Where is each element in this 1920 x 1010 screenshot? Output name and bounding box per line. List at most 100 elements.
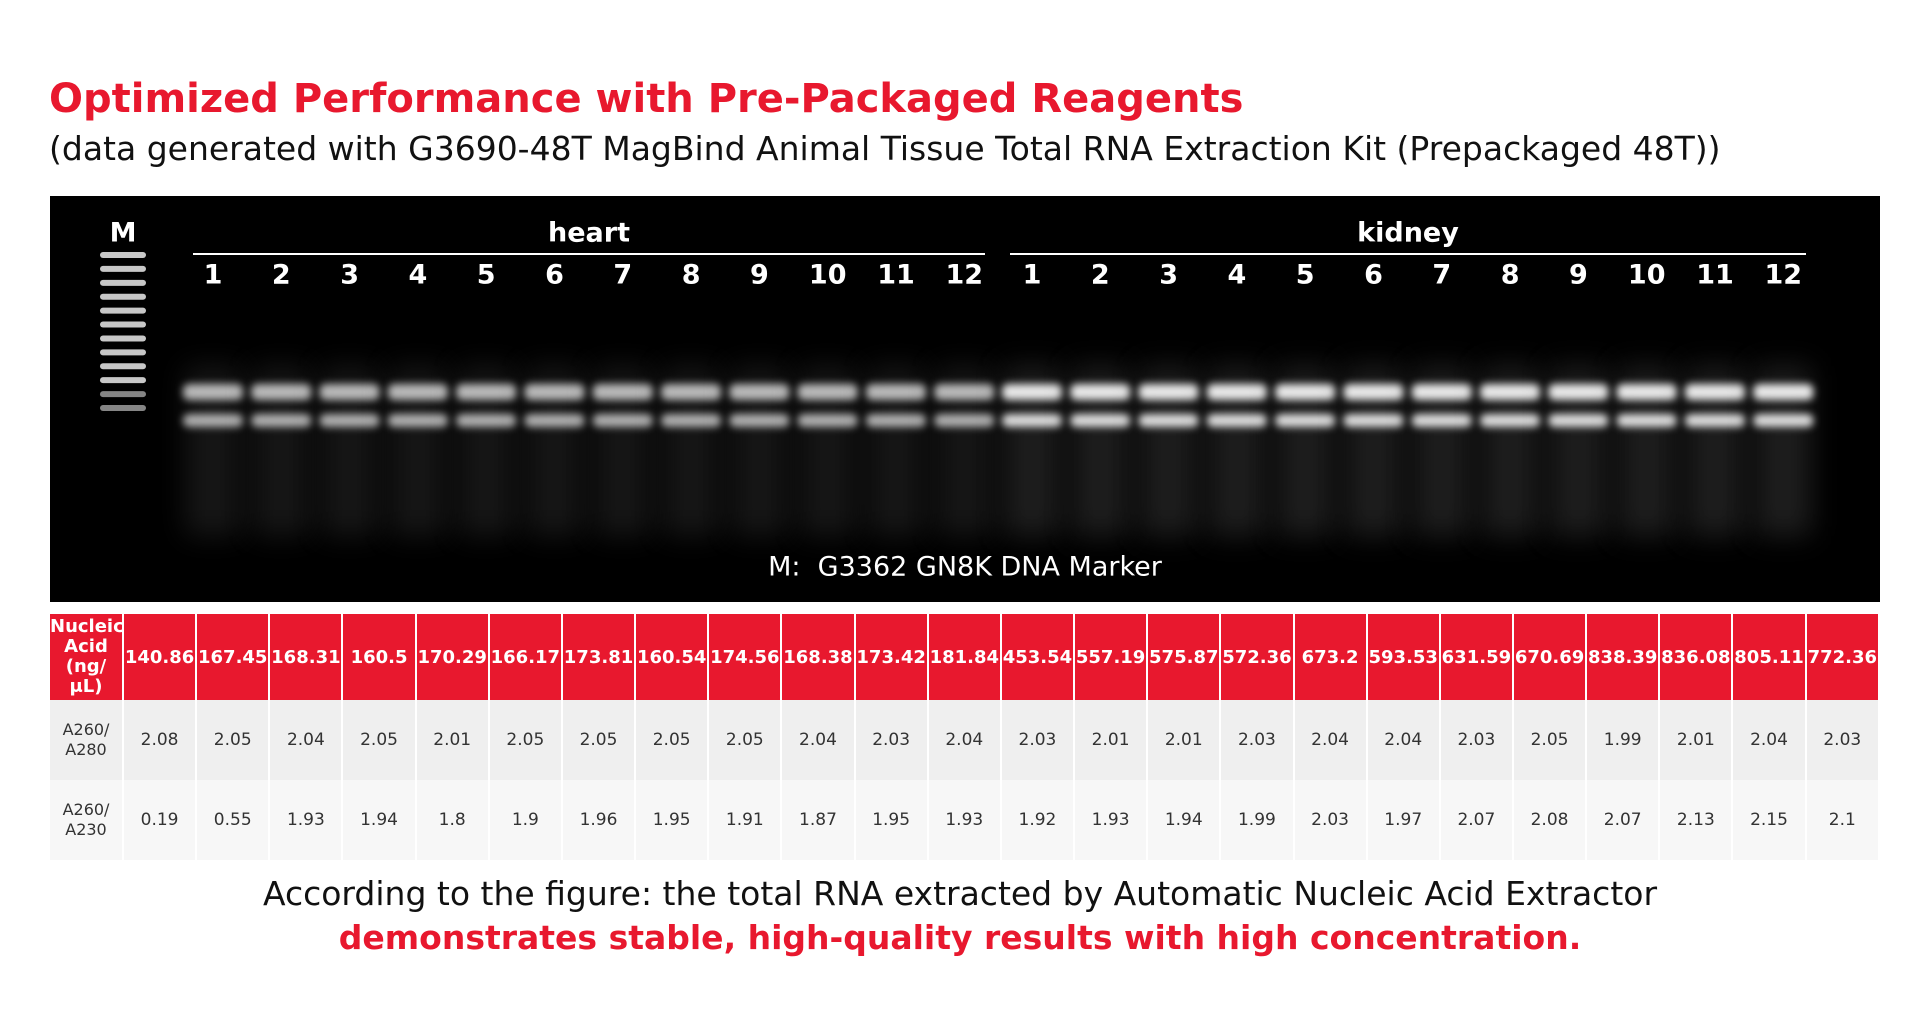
table-cell: 631.59 [1439, 614, 1514, 700]
row-header: Nucleic Acid (ng/μL) [50, 614, 124, 700]
table-cell: 140.86 [123, 614, 198, 700]
table-cell: 805.11 [1732, 614, 1807, 700]
table-row: Nucleic Acid (ng/μL) 140.86 167.45 168.31 160.… [50, 614, 1881, 700]
ladder-band [100, 265, 146, 272]
row-header-line: A280 [65, 740, 107, 759]
table-cell: 1.95 [854, 780, 929, 860]
table-cell: 1.99 [1220, 780, 1295, 860]
table-cell: 170.29 [415, 614, 490, 700]
band-18s [866, 414, 926, 427]
table-cell: 1.93 [927, 780, 1002, 860]
table-cell: 1.94 [1147, 780, 1222, 860]
lane-label: 8 [682, 260, 701, 291]
table-row: A260/A280 2.08 2.05 2.04 2.05 2.01 2.05 2.05 2.0… [50, 700, 1881, 780]
lane-label: 4 [1228, 260, 1247, 291]
table-cell: 2.05 [561, 700, 637, 780]
ladder-band [100, 321, 146, 328]
table-cell: 2.04 [927, 700, 1002, 780]
table-cell: 2.01 [1659, 700, 1734, 780]
table-cell: 2.01 [1074, 700, 1149, 780]
band-28s [1002, 384, 1062, 400]
band-18s [729, 414, 790, 427]
ladder-band [100, 405, 146, 411]
band-18s [1138, 414, 1199, 427]
table-cell: 2.04 [1366, 700, 1441, 780]
table-cell: 453.54 [1000, 614, 1076, 700]
band-18s [319, 414, 380, 427]
lane-label: 6 [545, 260, 564, 291]
table-cell: 2.08 [1512, 780, 1588, 860]
band-28s [1206, 384, 1267, 400]
lane-label: 9 [1569, 260, 1588, 291]
table-cell: 2.08 [123, 700, 198, 780]
table-cell: 772.36 [1805, 614, 1881, 700]
band-18s [1343, 414, 1404, 427]
table-cell: 174.56 [708, 614, 783, 700]
band-18s [1753, 414, 1814, 427]
ladder-band [100, 279, 146, 286]
table-cell: 1.8 [415, 780, 490, 860]
group-label: kidney [1357, 218, 1459, 249]
lane-label: 6 [1364, 260, 1383, 291]
lane-label: 10 [1628, 260, 1666, 291]
table-cell: 168.31 [269, 614, 344, 700]
table-cell: 670.69 [1512, 614, 1588, 700]
table-cell: 673.2 [1293, 614, 1368, 700]
row-header: A260/A230 [50, 780, 124, 860]
table-cell: 1.9 [488, 780, 563, 860]
lane-label: 12 [946, 260, 984, 291]
table-cell: 1.94 [342, 780, 417, 860]
lane-label: 3 [340, 260, 359, 291]
table-cell: 838.39 [1586, 614, 1661, 700]
ladder-band [100, 377, 146, 384]
table-cell: 2.01 [1147, 700, 1222, 780]
table-cell: 2.05 [196, 700, 271, 780]
table-cell: 2.05 [1512, 700, 1588, 780]
ladder-band [100, 307, 146, 314]
lane-label: 7 [1432, 260, 1451, 291]
table-cell: 2.07 [1586, 780, 1661, 860]
conclusion-highlight: demonstrates stable, high-quality result… [338, 918, 1582, 957]
band-18s [183, 414, 243, 427]
band-18s [1685, 414, 1745, 427]
band-18s [456, 414, 517, 427]
lane-label: 3 [1159, 260, 1178, 291]
band-28s [1138, 384, 1199, 400]
table-cell: 836.08 [1659, 614, 1734, 700]
band-28s [1070, 384, 1131, 400]
band-18s [1275, 414, 1336, 427]
ladder-band [100, 349, 146, 356]
band-18s [1206, 414, 1267, 427]
lane-label: 1 [1023, 260, 1042, 291]
band-18s [1411, 414, 1472, 427]
table-cell: 160.5 [342, 614, 417, 700]
ladder-band [100, 363, 146, 370]
band-28s [1753, 384, 1814, 400]
title: Optimized Performance with Pre-Packaged … [49, 76, 1244, 122]
table-cell: 166.17 [488, 614, 563, 700]
band-28s [661, 384, 722, 400]
lane-label: 11 [1696, 260, 1734, 291]
table-cell: 2.07 [1439, 780, 1514, 860]
table-cell: 173.42 [854, 614, 929, 700]
table-cell: 2.03 [1220, 700, 1295, 780]
lane-label: 8 [1501, 260, 1520, 291]
lane-label: 12 [1765, 260, 1803, 291]
table-cell: 167.45 [196, 614, 271, 700]
table-cell: 173.81 [561, 614, 637, 700]
lane-label: 7 [613, 260, 632, 291]
gel-caption: M: G3362 GN8K DNA Marker [768, 552, 1163, 583]
band-18s [934, 414, 995, 427]
band-18s [1616, 414, 1677, 427]
band-18s [524, 414, 585, 427]
lane-label: 2 [1091, 260, 1110, 291]
data-table: Nucleic Acid (ng/μL) 140.86 167.45 168.31 160.… [50, 614, 1881, 860]
band-28s [1480, 384, 1541, 400]
band-28s [319, 384, 380, 400]
table-cell: 1.99 [1586, 700, 1661, 780]
conclusion: According to the figure: the total RNA e… [262, 874, 1658, 913]
row-header-line: Nucleic [50, 616, 124, 637]
table-cell: 160.54 [635, 614, 710, 700]
band-18s [387, 414, 448, 427]
band-18s [1070, 414, 1131, 427]
